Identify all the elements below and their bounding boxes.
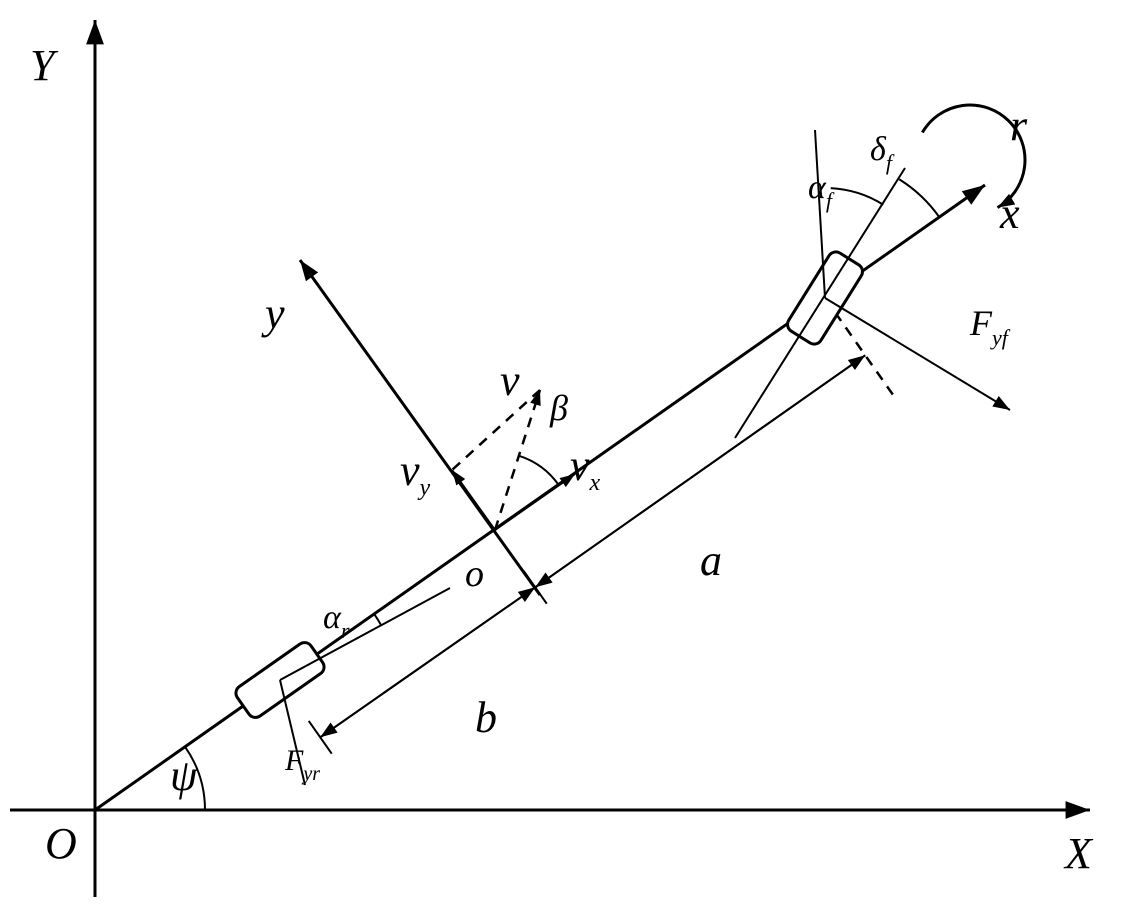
alpha-r-line bbox=[280, 588, 450, 680]
arrowhead bbox=[86, 20, 104, 44]
label-beta: β bbox=[549, 388, 568, 428]
label-y: y bbox=[261, 289, 285, 338]
label-X: X bbox=[1063, 829, 1094, 878]
beta-arc bbox=[519, 456, 559, 485]
arrowhead bbox=[1066, 801, 1090, 819]
label-vx: vx bbox=[570, 441, 601, 496]
arrowhead bbox=[452, 470, 465, 485]
label-vy: vy bbox=[400, 446, 431, 501]
label-o-cg: o bbox=[465, 553, 484, 595]
delta-f-arc bbox=[899, 179, 939, 217]
arrowhead bbox=[992, 396, 1010, 410]
arrowhead bbox=[300, 260, 318, 281]
label-Fyr: Fyr bbox=[284, 744, 320, 785]
label-alpha-f: αf bbox=[808, 169, 835, 213]
label-a: a bbox=[700, 536, 722, 585]
label-O: O bbox=[45, 819, 77, 868]
label-Y: Y bbox=[30, 41, 59, 90]
alpha-f-arc bbox=[831, 188, 884, 205]
alpha-r-arc bbox=[374, 614, 381, 626]
v-vec bbox=[495, 390, 540, 530]
label-b: b bbox=[475, 693, 497, 742]
label-v: v bbox=[500, 356, 520, 405]
label-Fyf: Fyf bbox=[969, 303, 1011, 350]
label-psi: ψ bbox=[170, 751, 198, 800]
label-alpha-r: αr bbox=[323, 599, 350, 643]
label-r: r bbox=[1010, 101, 1028, 150]
label-delta-f: δf bbox=[870, 131, 895, 175]
axis-y-body bbox=[300, 260, 540, 595]
arrowhead bbox=[962, 185, 985, 205]
